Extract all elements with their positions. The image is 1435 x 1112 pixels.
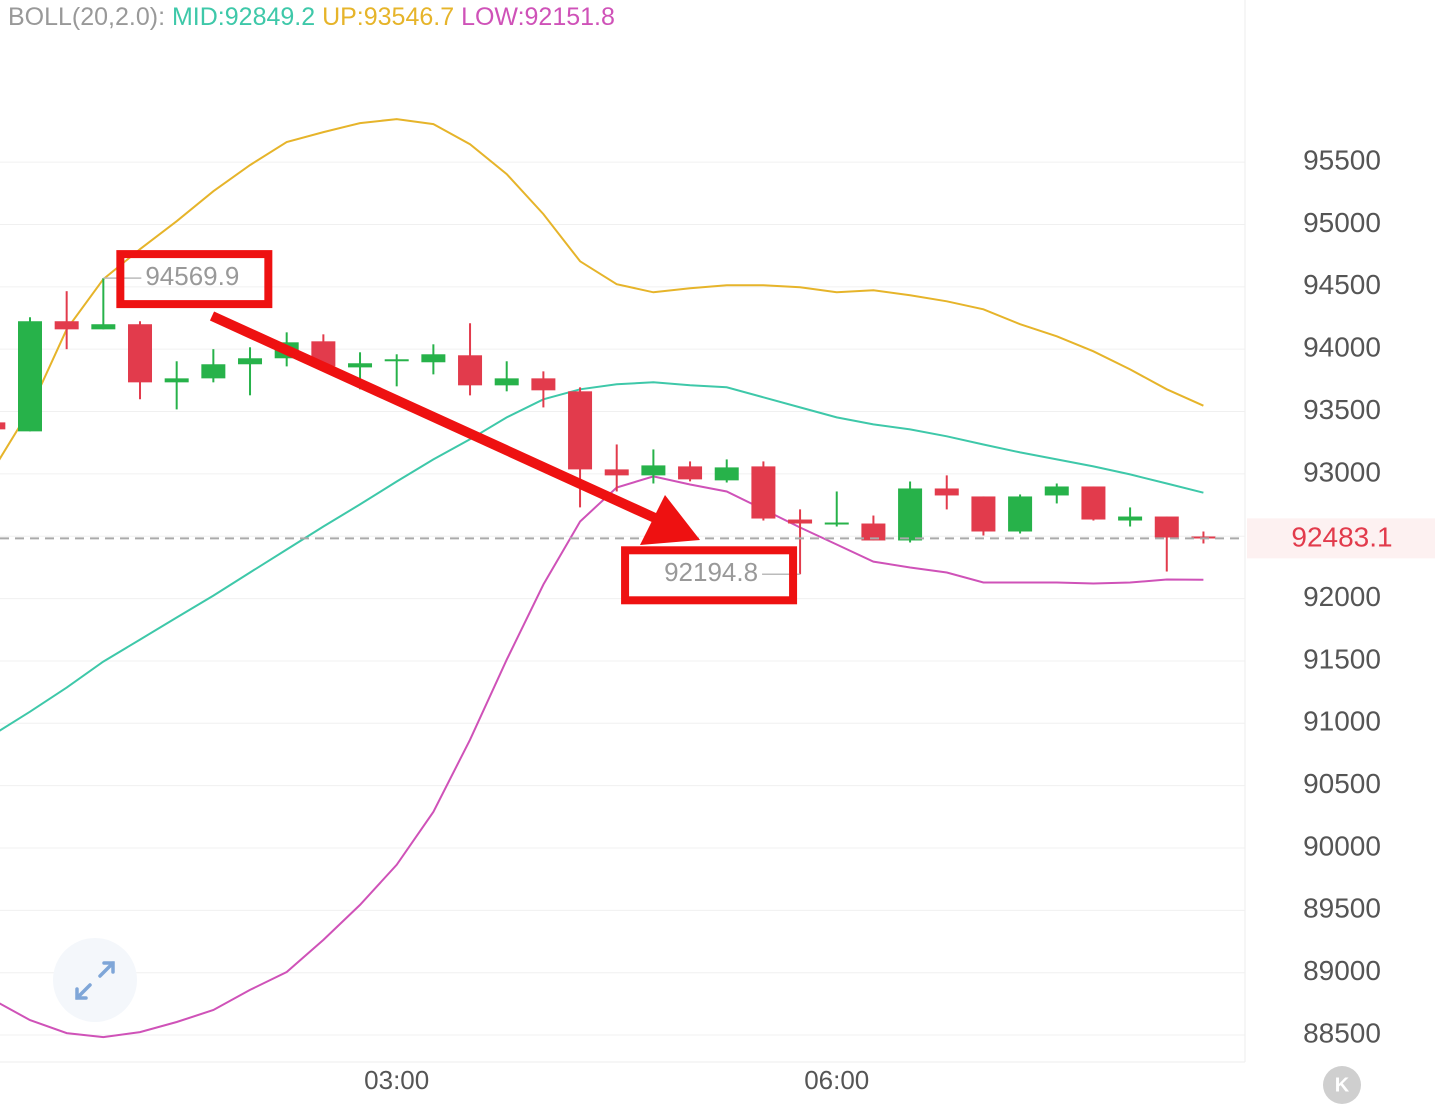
y-tick-label: 90000 xyxy=(1303,830,1381,861)
candle-body xyxy=(348,363,373,368)
expand-button[interactable] xyxy=(53,938,137,1022)
y-tick-label: 94000 xyxy=(1303,332,1381,363)
candle-body xyxy=(1154,516,1179,538)
y-tick-label: 89000 xyxy=(1303,955,1381,986)
legend: BOLL(20,2.0): MID:92849.2 UP:93546.7 LOW… xyxy=(8,3,615,31)
candles xyxy=(0,278,1216,575)
x-tick-label: 03:00 xyxy=(364,1065,429,1095)
y-tick-label: 92000 xyxy=(1303,581,1381,612)
max-highlight xyxy=(116,250,273,309)
candle-body xyxy=(0,422,6,430)
indicator-label: BOLL(20,2.0): xyxy=(8,3,165,31)
candle-body xyxy=(1118,516,1143,521)
candle-body xyxy=(91,324,116,330)
candle-body xyxy=(604,469,629,476)
legend-low: LOW:92151.8 xyxy=(461,3,615,31)
y-tick-label: 95000 xyxy=(1303,207,1381,238)
last-price-label: 92483.1 xyxy=(1291,522,1392,553)
candle-body xyxy=(568,391,593,470)
legend-mid: MID:92849.2 xyxy=(172,3,315,31)
candle-body xyxy=(898,488,923,541)
candle-body xyxy=(1008,496,1033,532)
candle-body xyxy=(421,354,446,363)
candle-body xyxy=(201,364,226,379)
band-line xyxy=(0,381,1204,732)
y-tick-label: 90500 xyxy=(1303,768,1381,799)
annotations: 94569.9 92194.8 92483.1 xyxy=(0,250,1435,605)
candle-body xyxy=(788,519,813,524)
candle-body xyxy=(494,378,519,386)
band-line xyxy=(0,118,1204,461)
candle-body xyxy=(971,496,996,532)
candle-body xyxy=(458,355,483,386)
candle-body xyxy=(861,523,886,541)
k-button[interactable]: K xyxy=(1323,1066,1361,1104)
candle-body xyxy=(238,358,263,365)
red-arrow xyxy=(209,311,700,545)
y-tick-label: 91500 xyxy=(1303,643,1381,674)
x-tick-label: 06:00 xyxy=(804,1065,869,1095)
legend-up: UP:93546.7 xyxy=(322,3,454,31)
candle-body xyxy=(824,522,849,525)
y-tick-label: 94500 xyxy=(1303,269,1381,300)
candle-body xyxy=(18,321,42,432)
y-tick-label: 88500 xyxy=(1303,1017,1381,1048)
candle-body xyxy=(934,488,959,496)
min-label: 92194.8 xyxy=(664,557,758,587)
band-line xyxy=(0,475,1204,1039)
y-tick-label: 93000 xyxy=(1303,456,1381,487)
candle-body xyxy=(714,467,739,481)
y-tick-label: 93500 xyxy=(1303,394,1381,425)
candle-body xyxy=(384,359,409,362)
candle-body xyxy=(1081,486,1106,520)
last-price-tag xyxy=(1247,518,1435,559)
candle-body xyxy=(164,378,189,383)
candle-body xyxy=(128,324,153,383)
min-highlight xyxy=(621,546,798,605)
max-label: 94569.9 xyxy=(145,261,239,291)
k-button-label[interactable]: K xyxy=(1335,1074,1350,1096)
candle-body xyxy=(1044,486,1069,496)
y-tick-label: 89500 xyxy=(1303,893,1381,924)
candle-body xyxy=(54,321,79,330)
candle-body xyxy=(641,465,666,476)
candle-body xyxy=(751,466,776,519)
candle-body xyxy=(531,378,556,391)
bands xyxy=(0,118,1204,1039)
candle-body xyxy=(678,466,703,480)
y-tick-label: 91000 xyxy=(1303,706,1381,737)
y-tick-label: 95500 xyxy=(1303,145,1381,176)
